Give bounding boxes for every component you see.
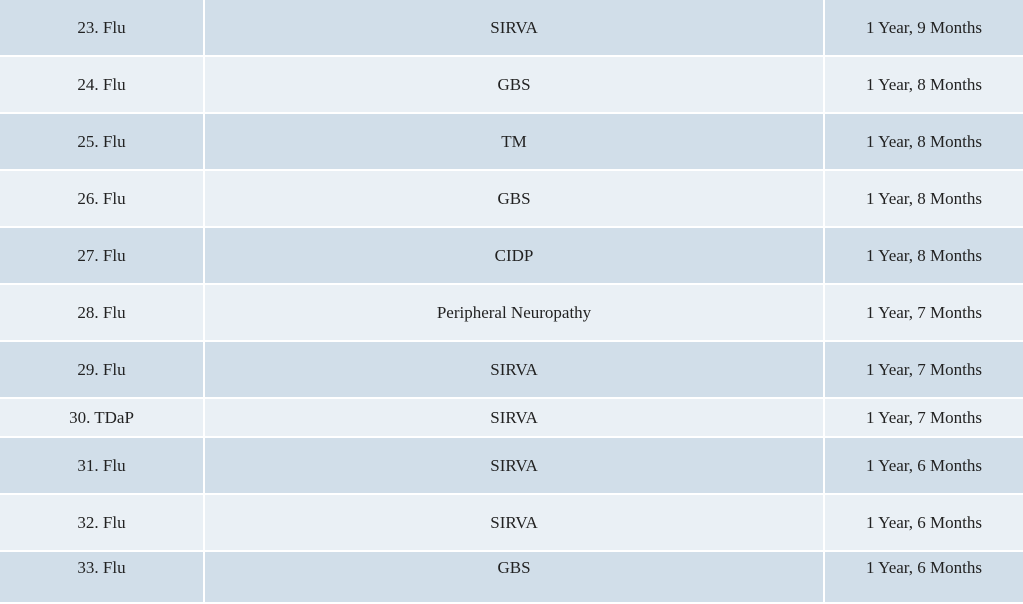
- cell-injury: SIRVA: [205, 495, 825, 550]
- duration-label: 1 Year, 6 Months: [866, 558, 982, 578]
- injury-label: CIDP: [495, 246, 534, 266]
- table-row: 27. Flu CIDP 1 Year, 8 Months: [0, 228, 1023, 285]
- table-row: 31. Flu SIRVA 1 Year, 6 Months: [0, 438, 1023, 495]
- injury-label: GBS: [497, 75, 530, 95]
- duration-label: 1 Year, 7 Months: [866, 408, 982, 428]
- cell-injury: CIDP: [205, 228, 825, 283]
- cell-vaccine: 28. Flu: [0, 285, 205, 340]
- table-row: 25. Flu TM 1 Year, 8 Months: [0, 114, 1023, 171]
- table-row: 23. Flu SIRVA 1 Year, 9 Months: [0, 0, 1023, 57]
- cell-duration: 1 Year, 6 Months: [825, 552, 1023, 602]
- duration-label: 1 Year, 7 Months: [866, 360, 982, 380]
- cell-vaccine: 25. Flu: [0, 114, 205, 169]
- table-row: 28. Flu Peripheral Neuropathy 1 Year, 7 Mo…: [0, 285, 1023, 342]
- duration-label: 1 Year, 7 Months: [866, 303, 982, 323]
- vaccine-label: 30. TDaP: [69, 408, 134, 428]
- injury-label: SIRVA: [490, 360, 537, 380]
- table-row: 32. Flu SIRVA 1 Year, 6 Months: [0, 495, 1023, 552]
- vaccine-label: 24. Flu: [77, 75, 125, 95]
- injury-label: SIRVA: [490, 408, 537, 428]
- cell-duration: 1 Year, 9 Months: [825, 0, 1023, 55]
- cell-duration: 1 Year, 8 Months: [825, 114, 1023, 169]
- cell-duration: 1 Year, 7 Months: [825, 285, 1023, 340]
- duration-label: 1 Year, 6 Months: [866, 456, 982, 476]
- table-row: 26. Flu GBS 1 Year, 8 Months: [0, 171, 1023, 228]
- injury-label: SIRVA: [490, 513, 537, 533]
- cell-vaccine: 33. Flu: [0, 552, 205, 602]
- cell-injury: GBS: [205, 171, 825, 226]
- vaccine-label: 27. Flu: [77, 246, 125, 266]
- cell-duration: 1 Year, 7 Months: [825, 399, 1023, 436]
- cell-duration: 1 Year, 8 Months: [825, 171, 1023, 226]
- injury-label: Peripheral Neuropathy: [437, 303, 591, 323]
- injury-label: TM: [501, 132, 527, 152]
- cell-vaccine: 27. Flu: [0, 228, 205, 283]
- cell-injury: GBS: [205, 57, 825, 112]
- table-row: 33. Flu GBS 1 Year, 6 Months: [0, 552, 1023, 604]
- injury-label: GBS: [497, 558, 530, 578]
- injury-label: SIRVA: [490, 456, 537, 476]
- cell-vaccine: 32. Flu: [0, 495, 205, 550]
- cell-vaccine: 23. Flu: [0, 0, 205, 55]
- vaccine-label: 33. Flu: [77, 558, 125, 578]
- table-row: 30. TDaP SIRVA 1 Year, 7 Months: [0, 399, 1023, 438]
- cell-duration: 1 Year, 8 Months: [825, 228, 1023, 283]
- cell-injury: SIRVA: [205, 342, 825, 397]
- cell-duration: 1 Year, 7 Months: [825, 342, 1023, 397]
- vaccine-label: 23. Flu: [77, 18, 125, 38]
- cell-vaccine: 26. Flu: [0, 171, 205, 226]
- cell-injury: SIRVA: [205, 0, 825, 55]
- vaccine-label: 31. Flu: [77, 456, 125, 476]
- cell-injury: SIRVA: [205, 399, 825, 436]
- cell-duration: 1 Year, 6 Months: [825, 495, 1023, 550]
- injury-label: GBS: [497, 189, 530, 209]
- vaccine-label: 28. Flu: [77, 303, 125, 323]
- cell-vaccine: 24. Flu: [0, 57, 205, 112]
- cell-injury: SIRVA: [205, 438, 825, 493]
- table-row: 24. Flu GBS 1 Year, 8 Months: [0, 57, 1023, 114]
- duration-label: 1 Year, 8 Months: [866, 189, 982, 209]
- injury-label: SIRVA: [490, 18, 537, 38]
- vaccine-label: 29. Flu: [77, 360, 125, 380]
- cell-vaccine: 30. TDaP: [0, 399, 205, 436]
- vaccine-label: 32. Flu: [77, 513, 125, 533]
- duration-label: 1 Year, 8 Months: [866, 75, 982, 95]
- cell-injury: GBS: [205, 552, 825, 602]
- cell-vaccine: 31. Flu: [0, 438, 205, 493]
- cell-injury: Peripheral Neuropathy: [205, 285, 825, 340]
- cell-vaccine: 29. Flu: [0, 342, 205, 397]
- table-row: 29. Flu SIRVA 1 Year, 7 Months: [0, 342, 1023, 399]
- duration-label: 1 Year, 8 Months: [866, 132, 982, 152]
- duration-label: 1 Year, 9 Months: [866, 18, 982, 38]
- data-table: 23. Flu SIRVA 1 Year, 9 Months 24. Flu GBS 1 …: [0, 0, 1023, 604]
- cell-duration: 1 Year, 8 Months: [825, 57, 1023, 112]
- cell-duration: 1 Year, 6 Months: [825, 438, 1023, 493]
- vaccine-label: 26. Flu: [77, 189, 125, 209]
- vaccine-label: 25. Flu: [77, 132, 125, 152]
- duration-label: 1 Year, 6 Months: [866, 513, 982, 533]
- cell-injury: TM: [205, 114, 825, 169]
- duration-label: 1 Year, 8 Months: [866, 246, 982, 266]
